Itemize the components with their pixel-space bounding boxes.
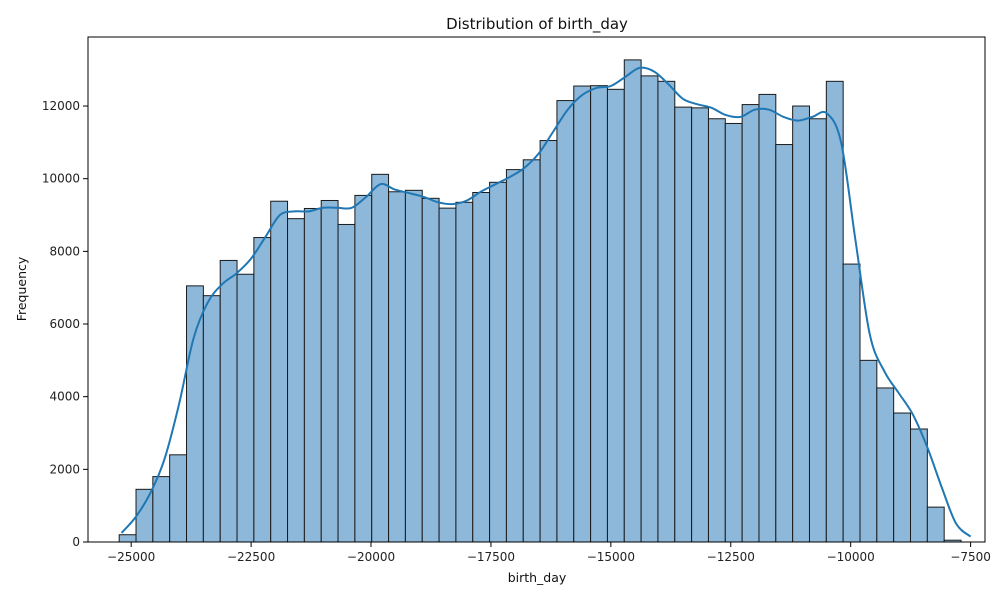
- x-tick-label: −17500: [467, 550, 515, 564]
- histogram-bar: [404, 189, 423, 543]
- histogram-bar: [775, 144, 794, 543]
- histogram-bar: [859, 359, 878, 543]
- histogram-bar: [741, 104, 760, 543]
- x-axis: −25000 −22500 −20000 −17500 −15000 −12500 −100…: [107, 542, 991, 564]
- histogram-bar: [792, 105, 810, 543]
- y-tick-label: 0: [72, 535, 80, 549]
- histogram-bar: [926, 506, 945, 543]
- histogram-bar: [152, 476, 171, 543]
- x-axis-label: birth_day: [508, 570, 567, 585]
- histogram-bar: [606, 88, 625, 543]
- histogram-bar: [135, 488, 154, 543]
- histogram-bar: [573, 85, 592, 543]
- histogram-bar: [438, 207, 457, 543]
- x-tick-label: −22500: [227, 550, 275, 564]
- histogram-bar: [707, 118, 726, 543]
- histogram-bar: [186, 285, 204, 543]
- chart-title: Distribution of birth_day: [446, 15, 628, 34]
- x-tick-label: −15000: [587, 550, 635, 564]
- x-tick-label: −25000: [107, 550, 155, 564]
- y-axis-label: Frequency: [14, 256, 29, 321]
- y-tick-label: 12000: [42, 99, 80, 113]
- x-tick-label: −10000: [827, 550, 875, 564]
- histogram-bar: [320, 199, 339, 543]
- x-tick-label: −20000: [347, 550, 395, 564]
- histogram-bar: [202, 295, 221, 543]
- histogram-bar: [219, 259, 238, 543]
- histogram-bar: [287, 218, 305, 543]
- histogram-bar: [354, 194, 373, 543]
- histogram-bar: [623, 59, 642, 543]
- histogram-bar: [876, 387, 895, 543]
- histogram-bar: [893, 412, 912, 543]
- histogram-bar: [825, 80, 844, 543]
- histogram-bar: [657, 80, 676, 543]
- histogram-bar: [522, 159, 541, 543]
- histogram-bar: [808, 118, 827, 543]
- histogram-bar: [489, 181, 507, 543]
- histogram-bar: [640, 75, 659, 543]
- histogram-bar: [758, 93, 777, 543]
- histogram-bar: [910, 428, 928, 543]
- y-tick-label: 4000: [49, 390, 80, 404]
- y-tick-label: 8000: [49, 244, 80, 258]
- histogram-bar: [472, 191, 491, 543]
- histogram-bar: [236, 273, 255, 543]
- histogram-bar: [590, 85, 608, 543]
- histogram-bar: [118, 534, 137, 543]
- histogram-bar: [556, 100, 575, 543]
- histogram-bar: [388, 191, 406, 543]
- histogram-bar: [337, 223, 356, 543]
- histogram-bar: [539, 140, 558, 543]
- histogram-bar: [674, 106, 693, 543]
- histogram-bars: [118, 59, 962, 543]
- histogram-bar: [169, 454, 188, 543]
- histogram-bar: [691, 107, 709, 543]
- histogram-bar: [371, 173, 390, 543]
- plot-frame: [87, 36, 986, 543]
- y-tick-label: 6000: [49, 317, 80, 331]
- histogram-bar: [455, 201, 474, 543]
- histogram-bar: [842, 263, 861, 543]
- histogram-bar: [724, 122, 743, 543]
- x-tick-label: −12500: [707, 550, 755, 564]
- y-axis: 0 2000 4000 6000 8000 10000 12000: [42, 99, 88, 549]
- histogram-bar: [270, 200, 289, 543]
- histogram-bar: [303, 207, 322, 543]
- kde-curve: [120, 66, 972, 538]
- histogram-bar: [505, 169, 524, 543]
- y-tick-label: 10000: [42, 172, 80, 186]
- y-tick-label: 2000: [49, 462, 80, 476]
- x-tick-label: −7500: [950, 550, 991, 564]
- histogram-bar: [253, 237, 272, 543]
- histogram-bar: [421, 197, 440, 543]
